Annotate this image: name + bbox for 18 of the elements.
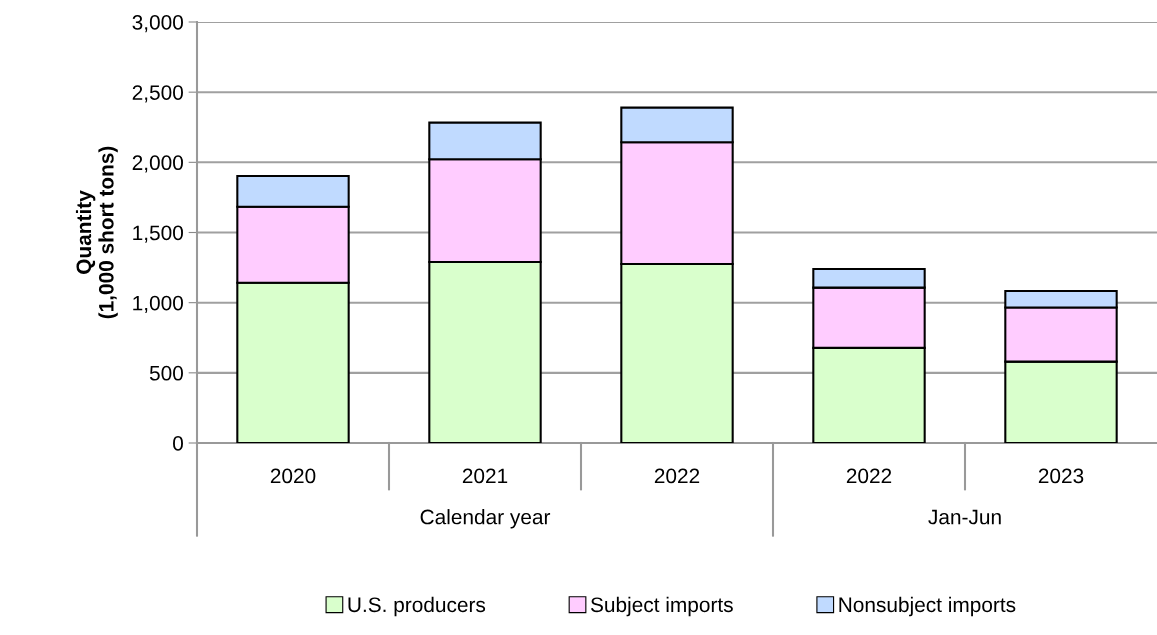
text: Jan-Jun — [928, 509, 1001, 525]
y-tick-label: 3,000 — [132, 15, 183, 33]
x-tick-label: 2021 — [462, 468, 508, 484]
legend-label: Nonsubject imports — [839, 596, 1016, 617]
x-tick-label: 2020 — [270, 468, 316, 484]
y-tick-label: 2,000 — [132, 155, 183, 173]
x-tick-label: 2022 — [846, 468, 892, 484]
x-tick-label: 2023 — [1038, 468, 1084, 484]
y-tick-label: 1,500 — [133, 225, 183, 243]
y-tick-label: 2,500 — [132, 85, 183, 103]
y-axis-title: Quantity (1,000 short tons) — [75, 146, 118, 319]
y-tick-label: 500 — [149, 365, 183, 381]
legend-label: Subject imports — [590, 596, 733, 617]
y-tick-label: 1,000 — [133, 295, 183, 313]
y-tick-label: 0 — [173, 436, 183, 451]
legend-label: U.S. producers — [348, 596, 486, 617]
text: Calendar year — [420, 509, 551, 529]
x-tick-label: 2022 — [654, 468, 700, 484]
